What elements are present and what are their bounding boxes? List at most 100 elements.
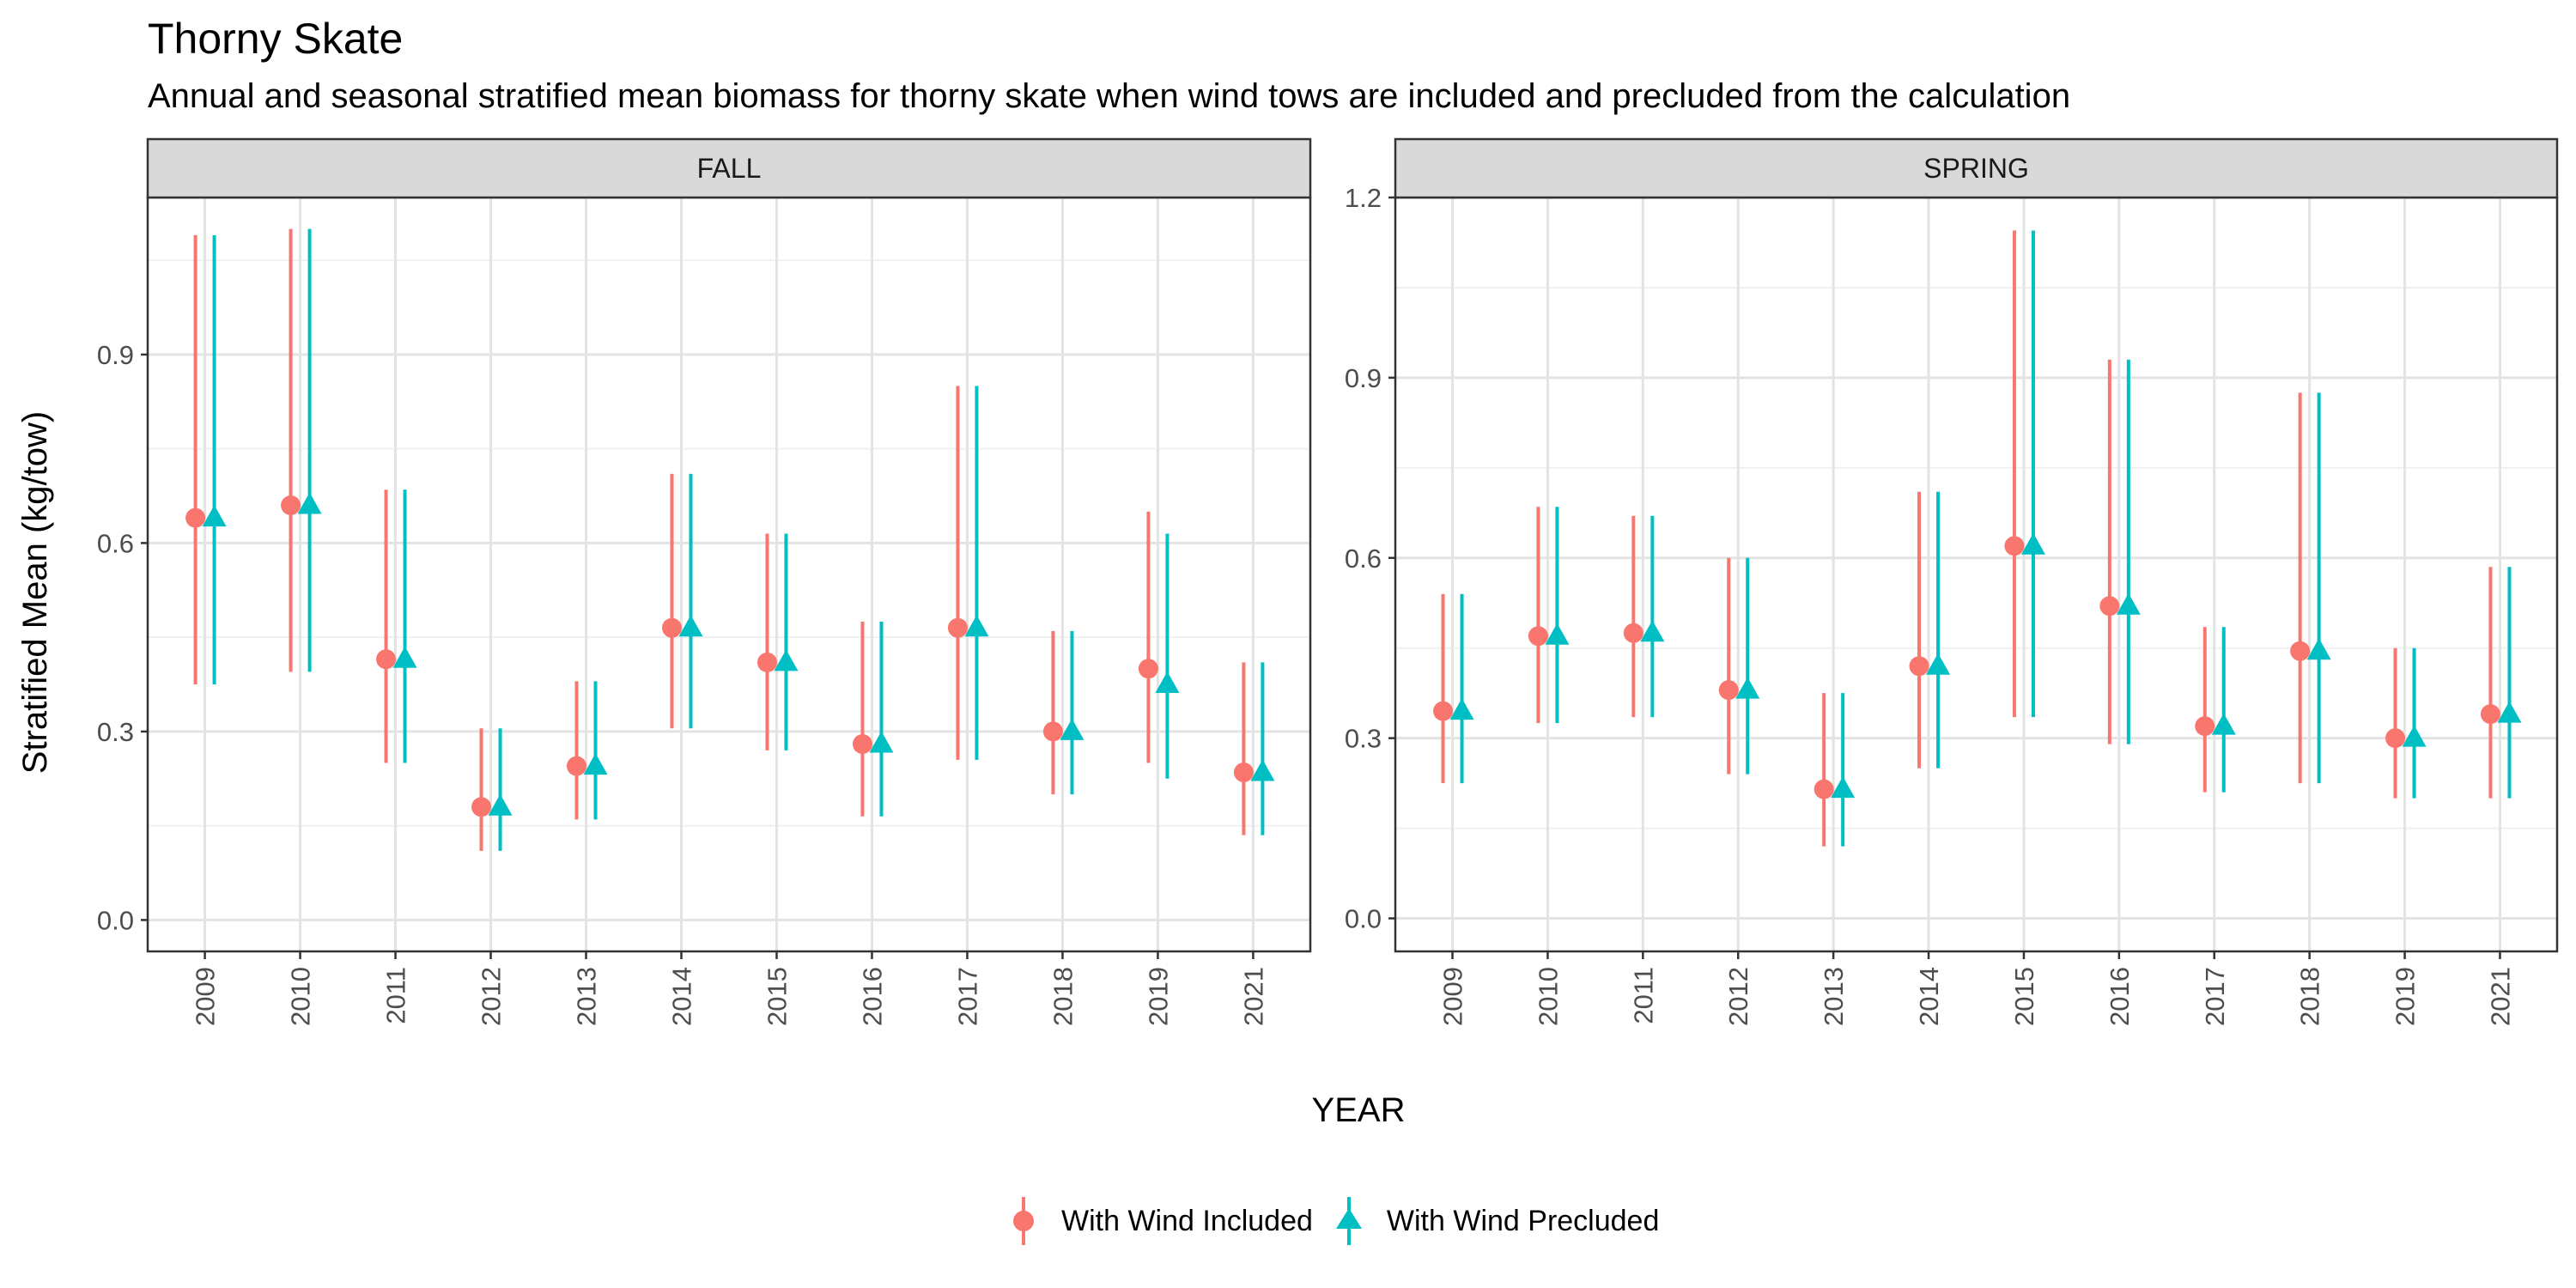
data-point-precluded: [2306, 638, 2331, 660]
legend-item-precluded: With Wind Precluded: [1330, 1195, 1659, 1247]
data-point-included: [2480, 704, 2500, 725]
data-point-precluded: [774, 649, 799, 671]
data-point-precluded: [2402, 725, 2427, 747]
x-tick-label: 2013: [572, 967, 602, 1026]
data-point-precluded: [2116, 592, 2141, 615]
facet-strip: [146, 137, 1312, 199]
data-point-included: [947, 617, 968, 638]
x-tick-label: 2018: [2295, 967, 2325, 1026]
x-tick-label: 2015: [762, 967, 792, 1026]
x-tick-label: 2016: [2105, 967, 2135, 1026]
x-tick-label: 2021: [2485, 967, 2515, 1026]
x-tick-label: 2015: [2009, 967, 2039, 1026]
circle-marker-icon: [1013, 1197, 1034, 1245]
legend-item-included: With Wind Included: [1005, 1195, 1313, 1247]
x-tick-label: 2019: [2391, 967, 2421, 1026]
data-point-precluded: [1449, 698, 1474, 720]
data-point-included: [1138, 659, 1158, 679]
data-point-included: [852, 734, 872, 755]
y-tick-label: 0.9: [1345, 363, 1382, 393]
panel-background: [1395, 197, 2557, 951]
y-tick-label: 0.3: [1345, 724, 1382, 754]
chart-title: Thorny Skate: [148, 15, 404, 63]
panel-background: [148, 197, 1310, 951]
data-point-included: [2385, 728, 2406, 749]
data-point-precluded: [2497, 701, 2522, 723]
data-point-precluded: [1831, 776, 1856, 799]
data-point-included: [2099, 596, 2120, 617]
y-tick-label: 0.9: [97, 340, 134, 370]
facet-label-spring: SPRING: [1923, 153, 2029, 184]
data-point-precluded: [583, 753, 608, 775]
x-tick-label: 2017: [2200, 967, 2230, 1026]
panel-fall: 0.0 0.3 0.6 0.9 2009 2010 2011 2012 2013 2014 2015…: [97, 137, 1312, 1026]
y-tick-label: 0.3: [97, 717, 134, 747]
x-tick-label: 2019: [1143, 967, 1173, 1026]
data-point-precluded: [297, 492, 322, 514]
data-point-precluded: [2211, 713, 2236, 735]
x-tick-label: 2016: [857, 967, 887, 1026]
legend: With Wind Included With Wind Precluded: [1005, 1195, 1676, 1247]
facet-label-fall: FALL: [697, 153, 762, 184]
data-point-included: [2195, 716, 2215, 737]
x-tick-label: 2014: [1914, 967, 1944, 1026]
data-point-precluded: [964, 615, 989, 637]
triangle-marker-icon: [1335, 1197, 1362, 1245]
x-tick-label: 2018: [1048, 967, 1078, 1026]
legend-label-precluded: With Wind Precluded: [1386, 1204, 1660, 1237]
x-tick-label: 2009: [1438, 967, 1468, 1026]
data-point-included: [1433, 701, 1454, 721]
data-point-precluded: [392, 646, 417, 668]
data-point-included: [2290, 641, 2311, 661]
data-point-precluded: [1155, 671, 1180, 694]
data-point-precluded: [202, 505, 227, 527]
data-point-included: [185, 507, 206, 528]
data-point-included: [1233, 762, 1254, 782]
data-point-included: [1909, 656, 1929, 677]
y-tick-label: 0.6: [1345, 544, 1382, 574]
panel-spring: 0.0 0.3 0.6 0.9 1.2 2009 2010 2011 2012 2013 2014 2…: [1345, 137, 2559, 1026]
data-point-precluded: [488, 793, 513, 816]
data-point-precluded: [678, 615, 703, 637]
data-point-included: [281, 495, 301, 516]
data-point-precluded: [869, 731, 894, 753]
x-tick-label: 2021: [1238, 967, 1268, 1026]
y-tick-label: 0.0: [1345, 904, 1382, 934]
data-point-included: [662, 617, 683, 638]
x-tick-label: 2012: [1723, 967, 1753, 1026]
x-axis-title: YEAR: [1312, 1091, 1406, 1129]
facet-strip: [1394, 137, 2559, 199]
x-tick-label: 2011: [381, 967, 411, 1024]
data-point-precluded: [1735, 677, 1760, 699]
x-tick-label: 2011: [1628, 967, 1658, 1024]
x-tick-label: 2010: [286, 967, 316, 1026]
x-tick-label: 2010: [1533, 967, 1563, 1026]
x-tick-label: 2017: [952, 967, 982, 1026]
chart-plot: Stratified Mean (kg/tow) YEAR 0.00.30.60…: [16, 137, 2559, 1129]
data-point-included: [1623, 623, 1643, 643]
data-point-included: [1042, 721, 1063, 742]
data-point-included: [1814, 779, 1834, 799]
data-point-included: [2004, 536, 2025, 556]
y-tick-label: 0.6: [97, 528, 134, 558]
y-tick-label: 1.2: [1345, 183, 1382, 213]
data-point-included: [1718, 680, 1739, 701]
legend-label-included: With Wind Included: [1061, 1204, 1313, 1237]
data-point-precluded: [1060, 718, 1084, 740]
x-tick-label: 2014: [667, 967, 697, 1026]
x-tick-label: 2009: [191, 967, 221, 1026]
y-tick-label: 0.0: [97, 905, 134, 935]
x-tick-label: 2012: [477, 967, 507, 1026]
x-tick-label: 2013: [1819, 967, 1849, 1026]
data-point-precluded: [1640, 620, 1665, 642]
data-point-precluded: [2020, 532, 2045, 555]
data-point-included: [567, 756, 587, 776]
chart-subtitle: Annual and seasonal stratified mean biom…: [148, 77, 2071, 115]
data-point-included: [1528, 626, 1548, 647]
data-point-precluded: [1250, 759, 1275, 781]
data-point-included: [471, 797, 492, 817]
data-point-precluded: [1545, 623, 1570, 645]
data-point-included: [756, 652, 777, 672]
data-point-included: [376, 649, 397, 670]
data-point-precluded: [1926, 653, 1951, 675]
